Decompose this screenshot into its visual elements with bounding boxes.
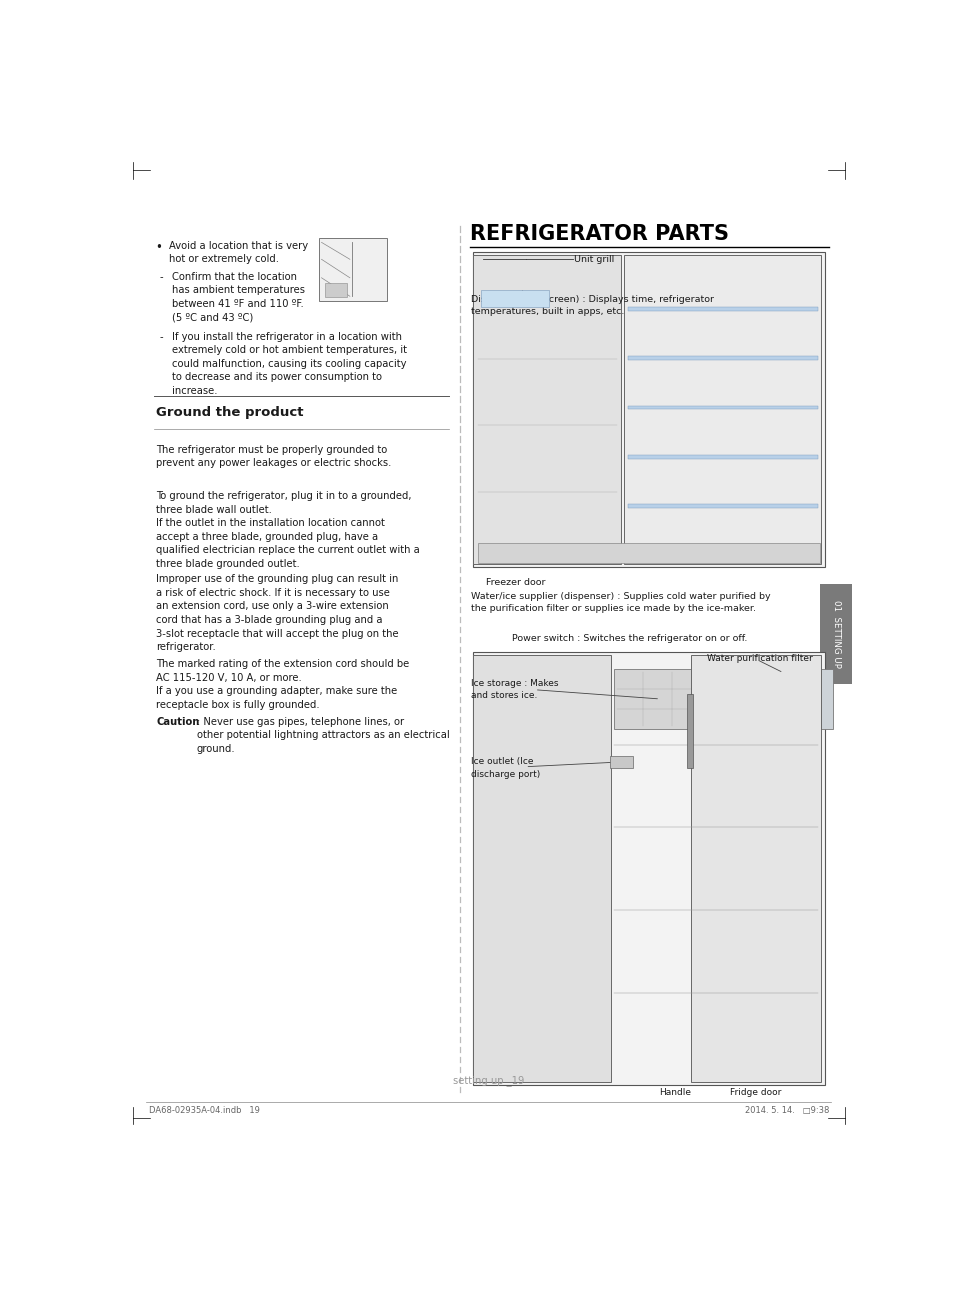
Bar xyxy=(480,290,549,307)
Text: Ice outlet (Ice
discharge port): Ice outlet (Ice discharge port) xyxy=(471,757,539,778)
Bar xyxy=(628,356,817,360)
Bar xyxy=(628,406,817,410)
Text: DA68-02935A-04.indb   19: DA68-02935A-04.indb 19 xyxy=(149,1106,259,1115)
Text: Improper use of the grounding plug can result in
a risk of electric shock. If it: Improper use of the grounding plug can r… xyxy=(156,574,398,652)
Text: •: • xyxy=(154,241,162,254)
Text: Avoid a location that is very
hot or extremely cold.: Avoid a location that is very hot or ext… xyxy=(169,241,308,264)
Text: Display (Touch Screen) : Displays time, refrigerator
temperatures, built in apps: Display (Touch Screen) : Displays time, … xyxy=(471,295,714,316)
Text: Ice storage : Makes
and stores ice.: Ice storage : Makes and stores ice. xyxy=(471,679,558,700)
Text: The marked rating of the extension cord should be
AC 115-120 V, 10 A, or more.
I: The marked rating of the extension cord … xyxy=(156,658,409,710)
Bar xyxy=(613,669,729,729)
Text: The refrigerator must be properly grounded to
prevent any power leakages or elec: The refrigerator must be properly ground… xyxy=(156,445,392,468)
Text: 01  SETTING UP: 01 SETTING UP xyxy=(831,600,840,669)
Text: 2014. 5. 14.   □9:38: 2014. 5. 14. □9:38 xyxy=(744,1106,828,1115)
Bar xyxy=(686,695,692,768)
Text: Unit grill: Unit grill xyxy=(574,255,614,264)
Bar xyxy=(473,656,610,1081)
Bar xyxy=(473,251,823,567)
Text: Power switch : Switches the refrigerator on or off.: Power switch : Switches the refrigerator… xyxy=(512,634,747,643)
Text: Ground the product: Ground the product xyxy=(156,406,304,419)
Text: Freezer door: Freezer door xyxy=(485,578,544,587)
Text: Confirm that the location
has ambient temperatures
between 41 ºF and 110 ºF.
(5 : Confirm that the location has ambient te… xyxy=(172,272,305,323)
Text: : Never use gas pipes, telephone lines, or
other potential lightning attractors : : Never use gas pipes, telephone lines, … xyxy=(196,717,449,753)
Bar xyxy=(819,584,852,684)
Text: To ground the refrigerator, plug it in to a grounded,
three blade wall outlet.
I: To ground the refrigerator, plug it in t… xyxy=(156,490,419,569)
Text: setting up _19: setting up _19 xyxy=(453,1075,524,1085)
Bar xyxy=(473,652,823,1085)
Bar xyxy=(319,238,387,301)
Text: Water/ice supplier (dispenser) : Supplies cold water purified by
the purificatio: Water/ice supplier (dispenser) : Supplie… xyxy=(471,592,770,613)
Text: REFRIGERATOR PARTS: REFRIGERATOR PARTS xyxy=(469,224,728,243)
Text: -: - xyxy=(159,272,163,281)
Bar xyxy=(628,505,817,509)
Text: Fridge door: Fridge door xyxy=(729,1088,781,1097)
Bar xyxy=(628,455,817,459)
Bar xyxy=(473,255,620,565)
Bar xyxy=(623,255,821,565)
Bar xyxy=(325,284,347,297)
Bar xyxy=(609,756,633,769)
Text: Caution: Caution xyxy=(156,717,199,727)
Text: Water purification filter: Water purification filter xyxy=(706,653,812,662)
Text: If you install the refrigerator in a location with
extremely cold or hot ambient: If you install the refrigerator in a loc… xyxy=(172,332,407,396)
Bar xyxy=(628,307,817,311)
Bar xyxy=(734,669,832,729)
Text: Handle: Handle xyxy=(659,1088,691,1097)
Text: -: - xyxy=(159,332,163,342)
Bar xyxy=(690,656,821,1081)
Bar xyxy=(477,544,819,562)
